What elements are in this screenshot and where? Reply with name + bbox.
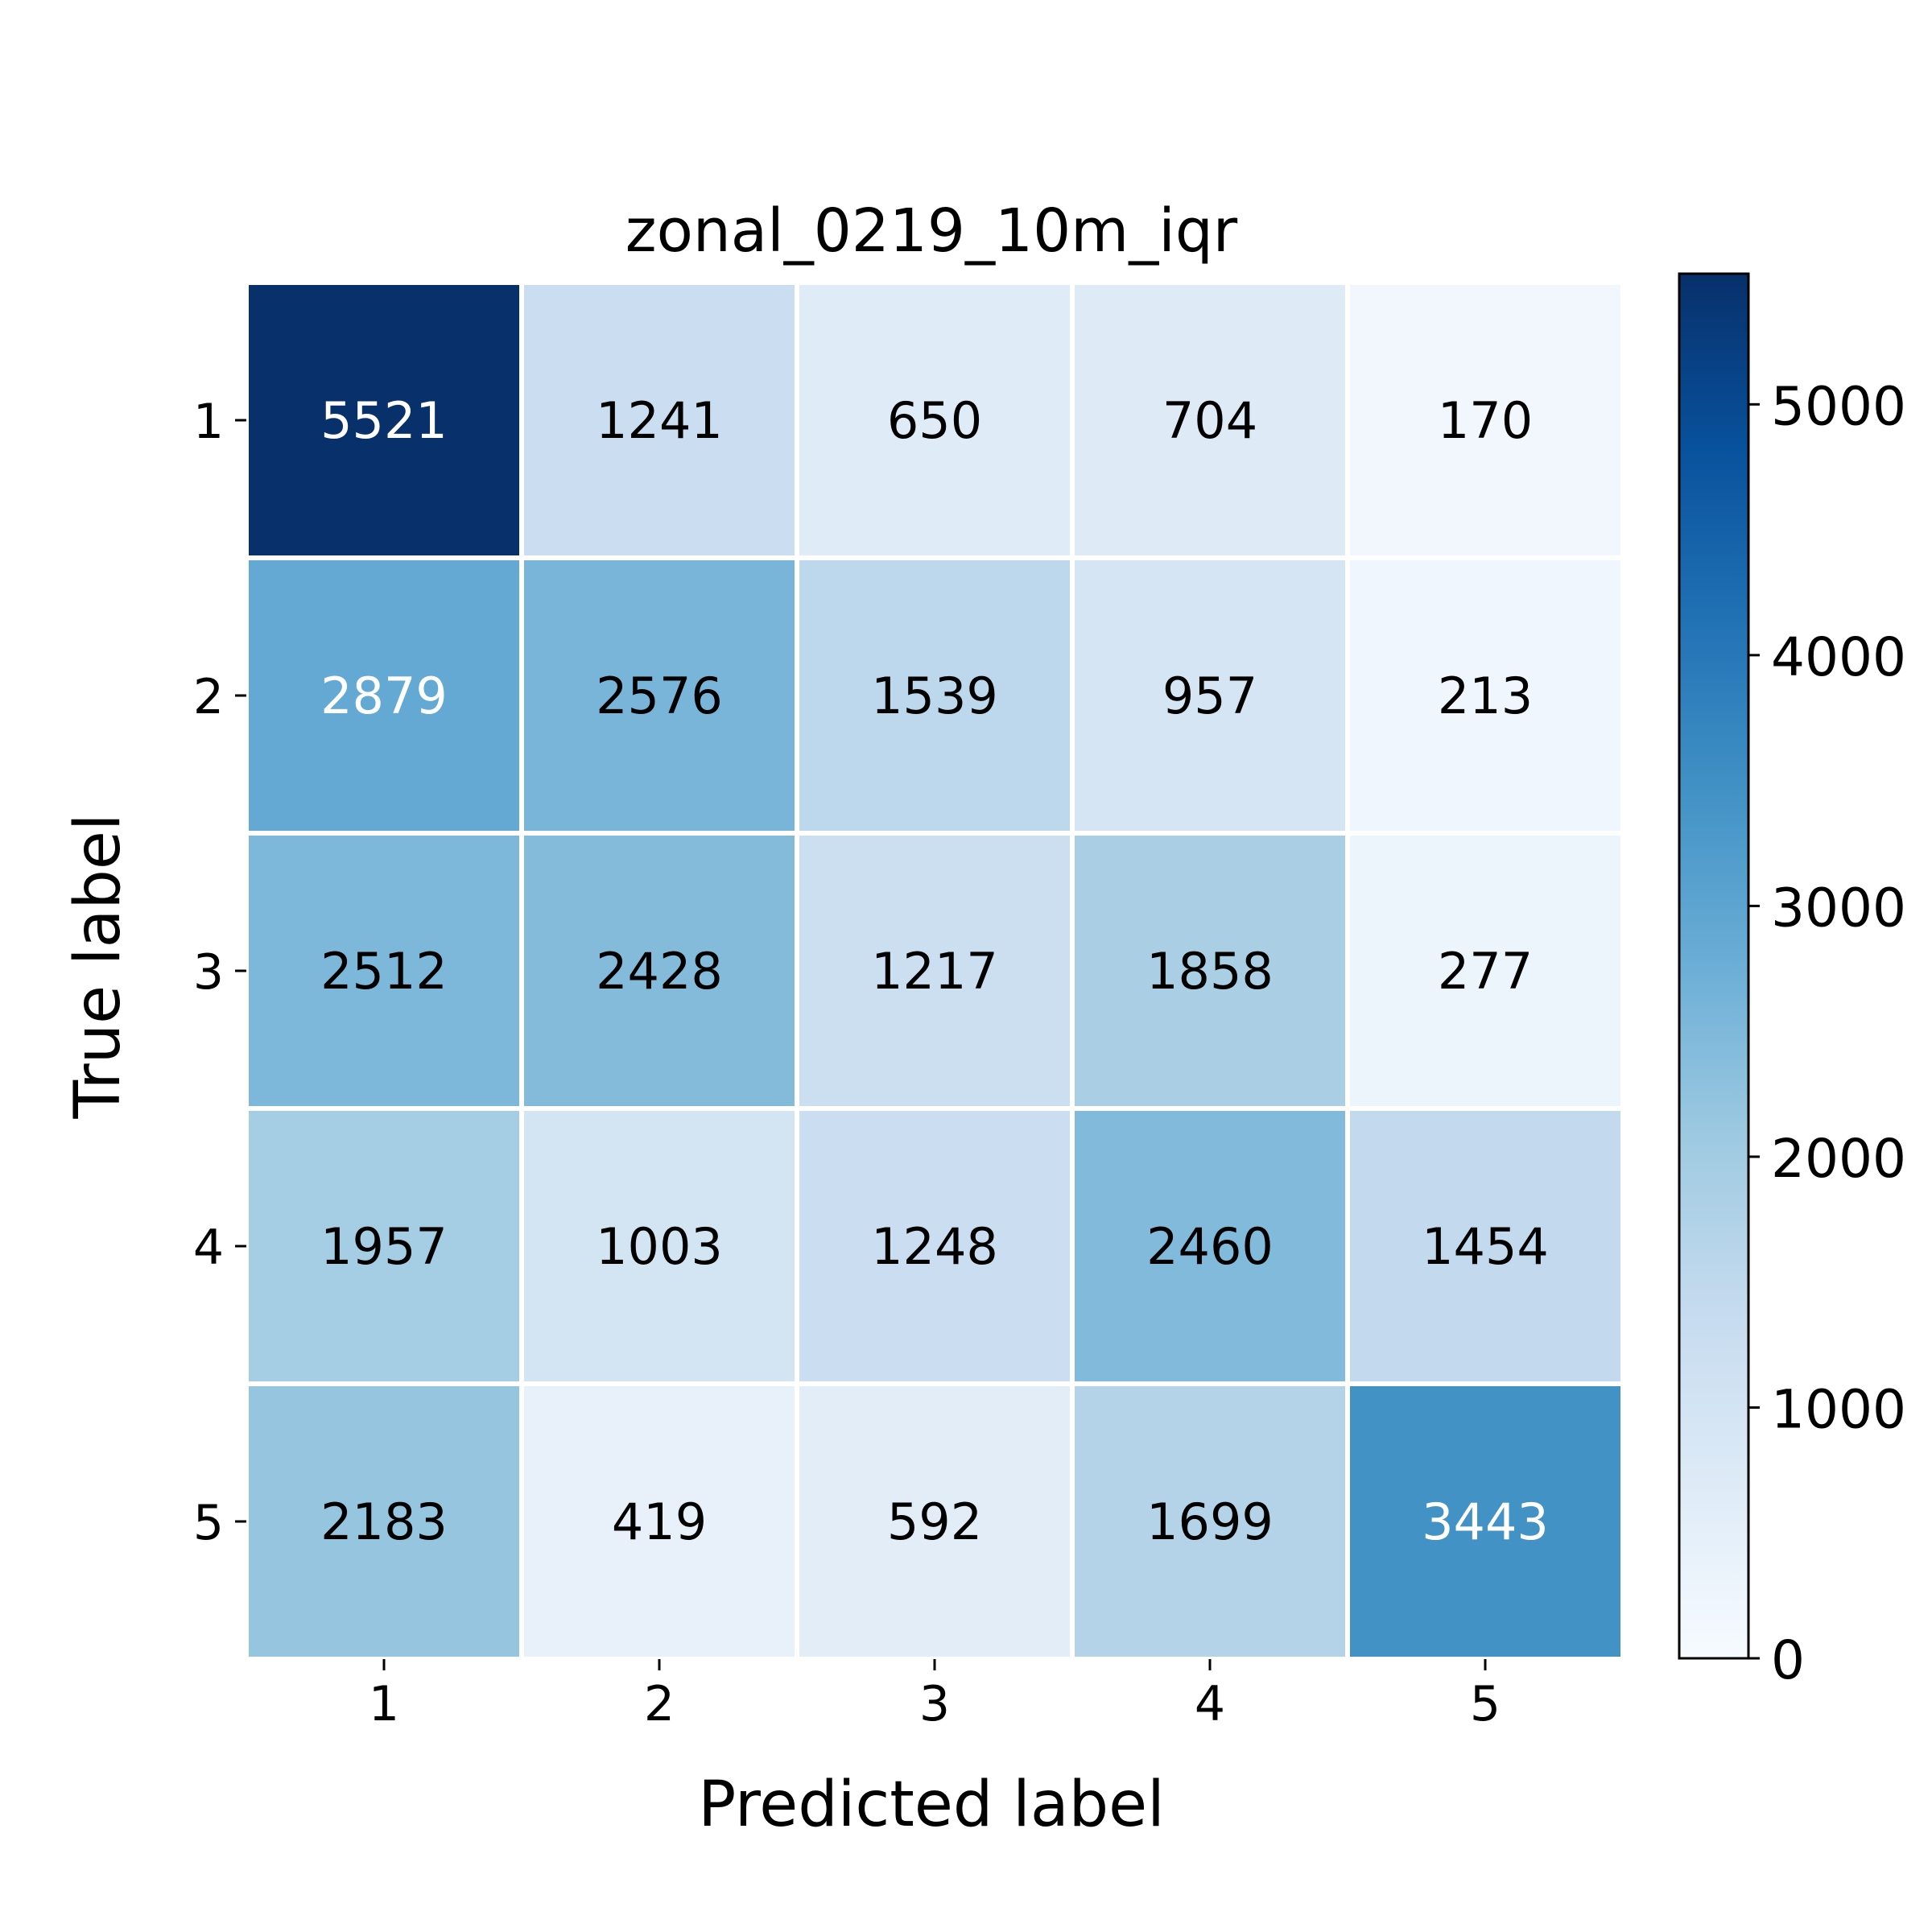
heatmap-cell [519,1106,799,1386]
x-tick-label: 1 [369,1676,399,1732]
heatmap-cell [1345,1106,1625,1386]
heatmap-cell [795,280,1075,560]
cell-value-label: 1699 [1146,1492,1274,1551]
cell-value-label: 419 [612,1492,707,1551]
cell-value-label: 2460 [1146,1217,1274,1276]
heatmap-cell [519,280,799,560]
cell-value-label: 2183 [320,1492,448,1551]
cell-value-label: 2512 [320,942,448,1001]
y-tick-label: 3 [193,944,224,1001]
cell-value-label: 592 [887,1492,982,1551]
cell-value-label: 3443 [1422,1492,1549,1551]
chart-title: zonal_0219_10m_iqr [625,196,1238,266]
x-tick-label: 5 [1470,1676,1501,1732]
heatmap-cell [244,280,524,560]
heatmap-cell [1345,555,1625,836]
x-axis-label: Predicted label [698,1769,1165,1841]
heatmap-cell [519,1381,799,1662]
cell-value-label: 213 [1438,667,1533,725]
cell-value-label: 277 [1438,942,1533,1001]
cell-value-label: 1248 [871,1217,998,1276]
cell-value-label: 1858 [1146,942,1274,1001]
colorbar: 0 1000 2000 3000 4000 5000 [1678,272,1906,1691]
y-tick-label: 4 [193,1220,224,1276]
heatmap-cells [244,280,1625,1662]
x-tick-label: 2 [644,1676,675,1732]
heatmap-cell [1070,831,1350,1111]
heatmap-cell [244,1381,524,1662]
cell-value-label: 1957 [320,1217,448,1276]
cell-value-label: 1217 [871,942,998,1001]
cell-value-label: 1241 [596,391,723,450]
cell-value-label: 2428 [596,942,723,1001]
colorbar-ticks: 0 1000 2000 3000 4000 5000 [1748,375,1906,1691]
cell-value-label: 650 [887,391,982,450]
cell-value-label: 704 [1162,391,1257,450]
cell-value-label: 957 [1162,667,1257,725]
heatmap-cell [1070,1106,1350,1386]
cell-value-label: 2879 [320,667,448,725]
heatmap-cell [795,1106,1075,1386]
heatmap-cell [795,555,1075,836]
heatmap-cell [519,831,799,1111]
cell-value-label: 5521 [320,391,448,450]
x-tick-label: 4 [1195,1676,1225,1732]
colorbar-tick-label: 5000 [1771,375,1906,437]
heatmap-cell [795,1381,1075,1662]
y-axis-label: True label [62,813,134,1119]
y-tick-label: 1 [193,394,224,450]
cell-value-label: 1539 [871,667,998,725]
cell-value-label: 170 [1438,391,1533,450]
cell-value-label: 1454 [1422,1217,1549,1276]
colorbar-tick-label: 1000 [1771,1378,1906,1440]
colorbar-tick-label: 2000 [1771,1128,1906,1190]
heatmap-cell [1345,1381,1625,1662]
colorbar-tick-label: 3000 [1771,877,1906,939]
y-tick-label: 5 [193,1495,224,1551]
cell-value-label: 1003 [596,1217,723,1276]
colorbar-gradient [1678,272,1750,1660]
colorbar-tick-label: 0 [1771,1629,1805,1691]
x-axis-ticks: 1 2 3 4 5 [369,1659,1501,1732]
cell-value-label: 2576 [596,667,723,725]
x-tick-label: 3 [919,1676,950,1732]
y-tick-label: 2 [193,669,224,725]
y-axis-ticks: 1 2 3 4 5 [193,394,246,1551]
colorbar-tick-label: 4000 [1771,626,1906,688]
heatmap-cell-labels: 5521 1241 650 704 170 2879 2576 1539 957 213 2512 2… [320,391,1549,1551]
